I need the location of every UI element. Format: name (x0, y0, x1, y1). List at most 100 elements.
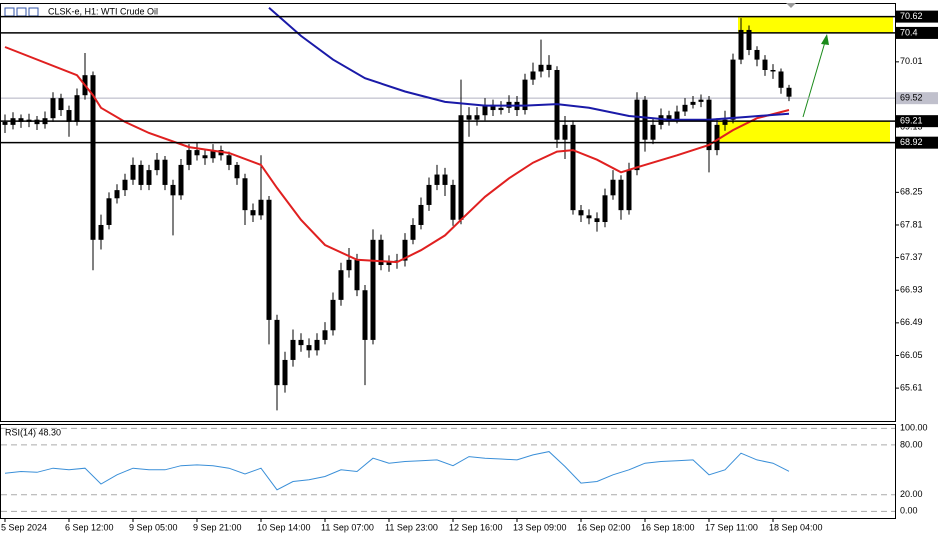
rsi-label: RSI(14) 48.30 (5, 427, 61, 437)
candle-body (762, 59, 768, 70)
candle-body (602, 195, 608, 223)
candle-body (178, 164, 184, 196)
rsi-tick-label: 100.00 (900, 423, 928, 433)
candle-body (2, 121, 8, 125)
moving-average (4, 46, 790, 264)
arrow-head (821, 34, 829, 45)
candle-body (274, 319, 280, 386)
candle-body (162, 159, 168, 185)
candle-body (530, 71, 536, 80)
level-label-box (896, 10, 938, 23)
candle-body (426, 184, 432, 205)
candle-body (354, 259, 360, 291)
y-tick-label: 70.01 (900, 56, 923, 66)
candle-body (442, 174, 448, 185)
y-tick-label: 66.93 (900, 285, 923, 295)
candle-body (586, 215, 592, 219)
x-tick-label: 13 Sep 09:00 (513, 522, 567, 532)
rsi-panel-border (0, 424, 896, 519)
candle-body (234, 164, 240, 179)
shift-marker (786, 3, 796, 8)
candle-body (674, 111, 680, 120)
x-tick-label: 16 Sep 02:00 (577, 522, 631, 532)
candle-body (618, 179, 624, 211)
candle-body (458, 115, 464, 220)
candle-body (130, 164, 136, 180)
candle-body (362, 290, 368, 340)
rsi-tick-label: 80.00 (900, 439, 923, 449)
candle-body (106, 198, 112, 225)
candle-body (370, 239, 376, 340)
candle-body (242, 178, 248, 211)
current-price-box (896, 92, 938, 105)
price-panel-border (0, 3, 896, 422)
candle-body (786, 87, 792, 97)
y-tick-label: 65.61 (900, 382, 923, 392)
candle-body (202, 155, 208, 159)
candle-body (298, 339, 304, 346)
candle-body (330, 299, 336, 331)
candle-body (434, 174, 440, 185)
rsi-tick-label: 20.00 (900, 489, 923, 499)
candle-body (682, 104, 688, 112)
candle-body (322, 330, 328, 340)
candle-body (194, 150, 200, 156)
candle-body (98, 224, 104, 240)
candle-body (634, 99, 640, 171)
candle-body (730, 59, 736, 120)
candle-body (546, 64, 552, 70)
level-label: 68.92 (900, 137, 923, 147)
candle-body (114, 190, 120, 199)
x-tick-label: 5 Sep 2024 (1, 522, 47, 532)
rsi-line (4, 451, 790, 491)
candle-body (122, 179, 128, 191)
candle-body (90, 75, 96, 240)
current-price-label: 69.52 (900, 93, 923, 103)
candle-body (610, 179, 616, 196)
candle-body (690, 101, 696, 105)
candle-body (346, 259, 352, 271)
candle-body (746, 29, 752, 50)
x-tick-label: 9 Sep 21:00 (193, 522, 242, 532)
level-label-box (896, 136, 938, 149)
y-tick-label: 67.81 (900, 219, 923, 229)
candle-body (722, 119, 728, 125)
candle-body (266, 199, 272, 320)
x-tick-label: 11 Sep 07:00 (321, 522, 374, 532)
y-tick-label: 66.05 (900, 350, 923, 360)
candle-body (498, 107, 504, 111)
candle-body (138, 164, 144, 185)
candle-body (50, 98, 56, 119)
candle-body (410, 224, 416, 240)
candle-body (306, 345, 312, 351)
x-tick-label: 12 Sep 16:00 (449, 522, 503, 532)
y-tick-label: 66.49 (900, 317, 923, 327)
candle-body (290, 339, 296, 360)
candle-body (418, 204, 424, 225)
candle-body (770, 69, 776, 72)
candle-body (562, 124, 568, 140)
candle-body (250, 210, 256, 216)
candle-body (578, 210, 584, 216)
candle-body (474, 115, 480, 120)
candle-body (706, 99, 712, 151)
arrow-line (802, 41, 826, 118)
candle-body (170, 184, 176, 196)
candle-body (466, 115, 472, 120)
candle-body (626, 170, 632, 211)
candle-body (146, 170, 152, 185)
x-tick-label: 16 Sep 18:00 (641, 522, 695, 532)
x-tick-label: 6 Sep 12:00 (65, 522, 114, 532)
x-tick-label: 10 Sep 14:00 (257, 522, 311, 532)
candle-body (570, 124, 576, 211)
candle-body (666, 115, 672, 120)
level-label-box (896, 26, 938, 39)
candle-body (594, 218, 600, 223)
x-tick-label: 9 Sep 05:00 (129, 522, 178, 532)
candle-body (402, 239, 408, 261)
candle-body (186, 150, 192, 165)
candle-body (482, 104, 488, 116)
candle-body (522, 79, 528, 111)
candle-body (642, 99, 648, 140)
x-tick-label: 18 Sep 04:00 (769, 522, 823, 532)
